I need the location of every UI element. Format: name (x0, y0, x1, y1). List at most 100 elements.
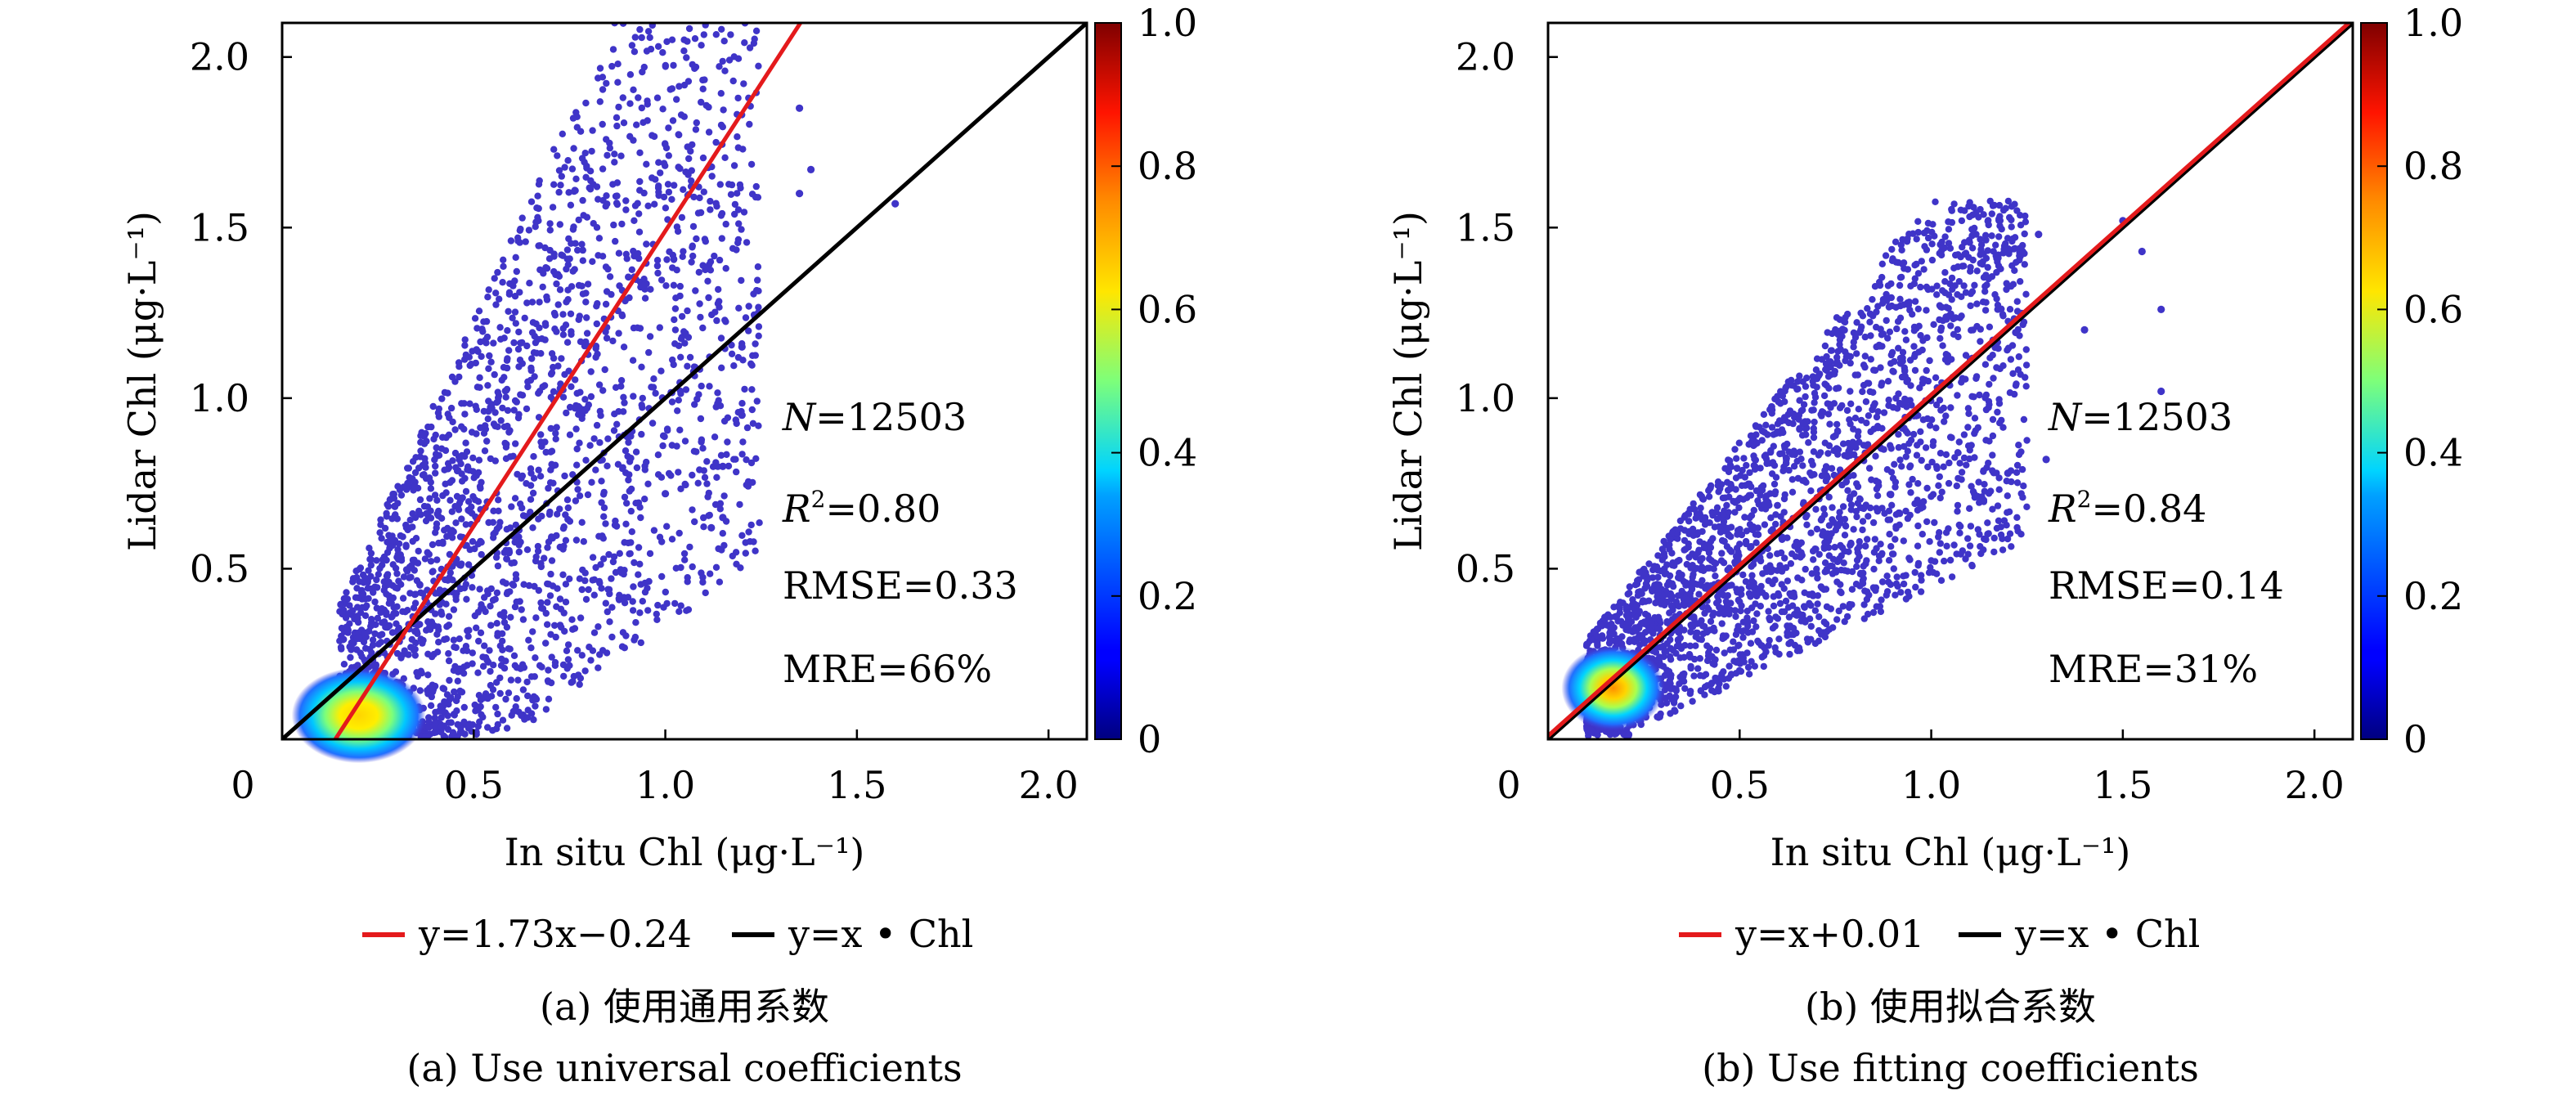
data-point (377, 639, 384, 646)
data-point (564, 641, 572, 648)
data-point (673, 442, 680, 450)
data-point (1945, 304, 1952, 312)
data-point (689, 242, 696, 249)
data-point (579, 196, 586, 204)
data-point (380, 618, 388, 626)
data-point (1711, 523, 1719, 531)
data-point (1734, 531, 1741, 538)
data-point (1795, 415, 1802, 423)
data-point (1815, 613, 1823, 621)
data-point (1969, 256, 1977, 264)
data-point (1726, 564, 1733, 572)
data-point (445, 719, 452, 726)
data-point (1780, 608, 1788, 616)
data-point (606, 139, 613, 147)
data-point (596, 439, 604, 447)
data-point (1853, 319, 1860, 326)
data-point (1848, 568, 1856, 576)
data-point (499, 404, 506, 412)
data-point (2008, 543, 2015, 550)
data-point (421, 733, 429, 739)
data-point (1722, 632, 1730, 639)
data-point (547, 448, 554, 456)
data-point (650, 132, 658, 141)
fit-lines (282, 23, 1087, 739)
data-point (1682, 545, 1690, 553)
data-point (1878, 596, 1885, 604)
data-point (586, 184, 593, 191)
data-point (721, 154, 729, 161)
data-point (1797, 554, 1804, 561)
data-point (657, 276, 666, 284)
data-point (745, 528, 752, 536)
data-point (1862, 560, 1869, 568)
data-point (1844, 310, 1851, 318)
data-point (422, 429, 429, 438)
data-point (474, 723, 482, 730)
data-point (1915, 348, 1923, 356)
data-point (480, 318, 487, 325)
data-point (632, 448, 640, 456)
data-point (629, 598, 636, 605)
x-tick-label: 0 (231, 763, 254, 807)
data-point (638, 402, 645, 409)
data-point (1748, 572, 1756, 579)
data-point (670, 256, 678, 263)
data-point (1995, 262, 2003, 270)
data-point (375, 571, 382, 578)
data-point (523, 299, 531, 307)
data-point (1807, 529, 1815, 536)
data-point (367, 572, 375, 580)
data-point (755, 303, 762, 311)
data-point (1905, 298, 1913, 306)
data-point (509, 581, 518, 589)
data-point (1993, 268, 2000, 276)
data-point (1841, 318, 1849, 326)
data-point (711, 308, 719, 316)
data-point (557, 182, 564, 189)
data-point (603, 334, 611, 342)
data-point (411, 482, 419, 490)
data-point (582, 338, 590, 346)
data-point (1954, 263, 1962, 271)
outlier-point (796, 104, 804, 112)
data-point (716, 181, 724, 188)
data-point (1920, 266, 1928, 273)
data-point (595, 381, 604, 388)
data-point (1689, 573, 1696, 581)
data-point (602, 520, 609, 527)
data-point (1765, 577, 1772, 585)
data-point (1735, 642, 1742, 649)
data-point (513, 598, 520, 606)
data-point (1993, 364, 2000, 371)
data-point (523, 405, 531, 413)
data-point (1850, 343, 1857, 351)
data-point (722, 220, 729, 228)
data-point (1721, 494, 1729, 501)
data-point (1758, 653, 1766, 661)
data-point (2008, 216, 2015, 224)
data-point (567, 310, 575, 317)
data-point (1847, 400, 1855, 407)
data-point (347, 653, 354, 662)
data-point (684, 578, 691, 586)
data-point (1747, 544, 1754, 551)
data-point (1986, 380, 1993, 388)
data-point (528, 329, 536, 336)
data-point (539, 605, 547, 613)
data-point (1681, 536, 1689, 545)
data-point (1886, 328, 1894, 335)
data-point (495, 496, 502, 504)
data-point (653, 257, 662, 264)
data-point (578, 155, 586, 162)
data-point (1856, 543, 1863, 550)
data-point (1883, 572, 1891, 580)
data-point (1689, 698, 1696, 705)
data-point (386, 595, 394, 604)
data-point (655, 159, 662, 166)
data-point (1622, 603, 1630, 610)
data-point (480, 407, 487, 415)
data-point (532, 223, 539, 231)
data-point (1959, 244, 1966, 251)
data-point (506, 524, 514, 532)
